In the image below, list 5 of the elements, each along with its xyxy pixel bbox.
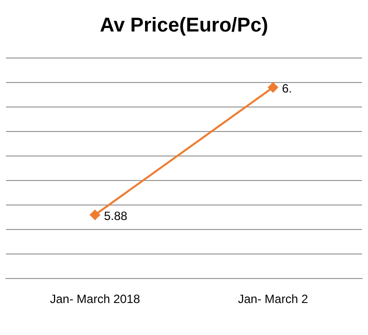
x-tick-label: Jan- March 2018 <box>50 292 140 306</box>
chart-title: Av Price(Euro/Pc) <box>100 14 268 37</box>
data-label: 6. <box>282 82 292 96</box>
x-tick-label: Jan- March 2 <box>238 292 308 306</box>
data-label: 5.88 <box>104 209 128 224</box>
